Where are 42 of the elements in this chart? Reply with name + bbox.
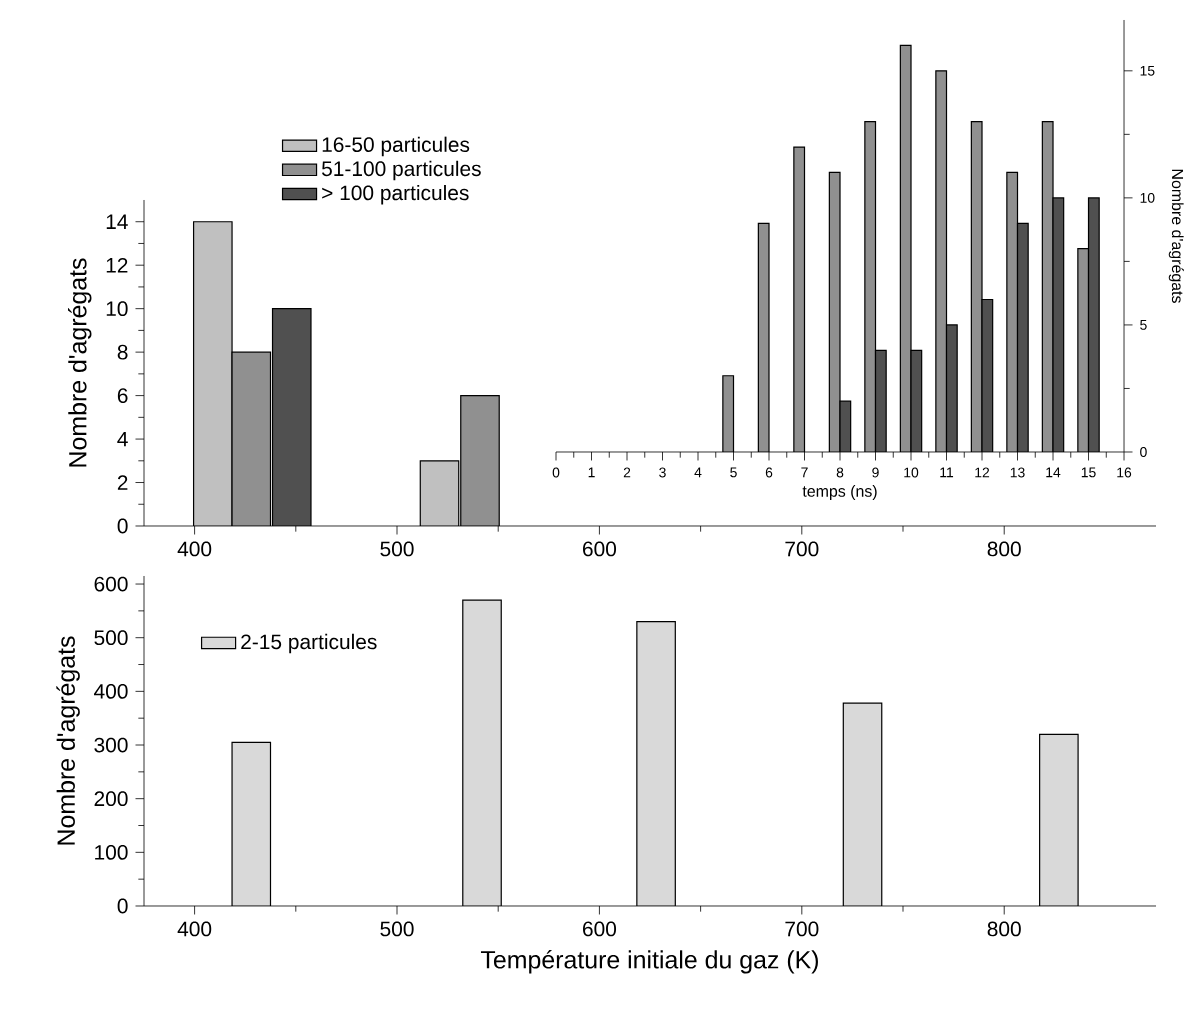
- bar: [875, 350, 887, 452]
- y-tick-label: 12: [106, 257, 128, 273]
- y-axis-title: Nombre d'agrégats: [56, 636, 80, 845]
- y-tick-label: 4: [117, 431, 128, 447]
- x-tick-label: 400: [177, 921, 212, 937]
- y-tick-label: 100: [95, 844, 128, 860]
- bar: [460, 394, 500, 526]
- y-tick-label: 600: [94, 576, 128, 592]
- x-tick-label: 500: [380, 541, 414, 557]
- x-tick-label: 800: [987, 921, 1021, 937]
- y-tick-label: 400: [94, 683, 128, 699]
- x-tick-label: 800: [987, 541, 1021, 557]
- y-tick-label: 6: [117, 388, 128, 404]
- y-tick-label: 200: [94, 791, 128, 807]
- bar: [1017, 223, 1029, 452]
- bar: [843, 703, 882, 906]
- legend-label: 51-100 particules: [321, 160, 481, 181]
- legend-label: 16-50 particules: [322, 136, 470, 157]
- x-tick-label: 700: [785, 921, 819, 937]
- bar: [1087, 197, 1100, 452]
- x-tick-label: 500: [380, 921, 414, 937]
- y-axis-title: Nombre d'agrégats: [67, 258, 92, 467]
- bar: [636, 621, 676, 906]
- x-tick-label: 600: [583, 921, 617, 937]
- x-tick-label: 400: [177, 541, 212, 557]
- x-axis-title: Température initiale du gaz (K): [480, 950, 818, 974]
- y-tick-label: 300: [94, 737, 128, 753]
- y-tick-label: 14: [106, 214, 128, 229]
- y-tick-label: 10: [106, 301, 128, 317]
- x-tick-label: 700: [785, 541, 819, 557]
- y-tick-label: 0: [117, 898, 128, 914]
- legend-label: 2-15 particules: [241, 633, 377, 654]
- bar: [462, 600, 502, 906]
- bar: [232, 742, 271, 906]
- y-tick-label: 0: [117, 518, 128, 534]
- y-tick-label: 500: [94, 630, 128, 646]
- y-tick-label: 8: [117, 344, 128, 360]
- bar: [232, 352, 271, 526]
- bar: [946, 324, 958, 452]
- x-tick-label: 600: [583, 541, 617, 557]
- legend-label: > 100 particules: [322, 184, 469, 205]
- bar: [1039, 733, 1079, 906]
